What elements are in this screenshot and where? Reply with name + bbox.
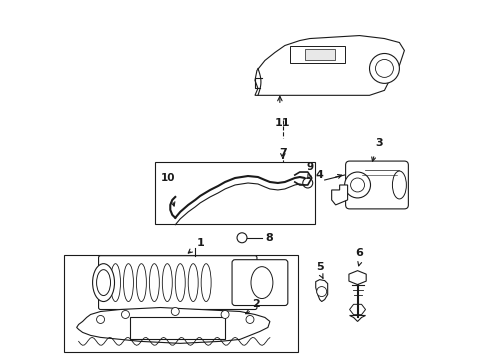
Bar (305, 49, 335, 60)
Circle shape (344, 172, 370, 198)
Text: 3: 3 (376, 138, 383, 148)
Ellipse shape (188, 264, 198, 302)
Polygon shape (316, 280, 328, 302)
Circle shape (221, 310, 229, 319)
Ellipse shape (111, 264, 121, 302)
Polygon shape (255, 36, 404, 95)
Ellipse shape (149, 264, 159, 302)
FancyBboxPatch shape (232, 260, 288, 306)
Polygon shape (76, 307, 270, 343)
Text: 5: 5 (316, 262, 323, 272)
Text: 8: 8 (265, 233, 272, 243)
Bar (290, 45, 344, 63)
Ellipse shape (97, 270, 111, 296)
Ellipse shape (93, 264, 115, 302)
Bar (130, 318, 225, 339)
FancyBboxPatch shape (345, 161, 408, 209)
Ellipse shape (201, 264, 211, 302)
Circle shape (237, 233, 247, 243)
Text: 10: 10 (160, 173, 175, 183)
Polygon shape (349, 271, 366, 285)
Ellipse shape (251, 267, 273, 298)
Text: 1: 1 (197, 238, 205, 248)
Circle shape (369, 54, 399, 84)
Text: 4: 4 (316, 170, 324, 180)
Circle shape (317, 287, 327, 297)
Circle shape (303, 178, 313, 188)
Ellipse shape (123, 264, 133, 302)
Circle shape (122, 310, 129, 319)
Polygon shape (332, 185, 347, 205)
FancyBboxPatch shape (98, 256, 257, 310)
Bar (64, 255, 298, 352)
Polygon shape (349, 315, 366, 321)
Text: 6: 6 (356, 248, 364, 258)
Text: 2: 2 (252, 300, 260, 310)
Ellipse shape (175, 264, 185, 302)
Text: 7: 7 (279, 148, 287, 158)
Circle shape (97, 315, 104, 323)
Text: 9: 9 (307, 162, 314, 172)
Circle shape (350, 178, 365, 192)
Text: 11: 11 (275, 118, 291, 128)
Circle shape (375, 59, 393, 77)
Ellipse shape (136, 264, 147, 302)
Bar (155, 162, 315, 224)
Circle shape (246, 315, 254, 323)
Circle shape (172, 307, 179, 315)
Ellipse shape (162, 264, 172, 302)
Ellipse shape (392, 171, 406, 199)
Polygon shape (349, 304, 366, 315)
